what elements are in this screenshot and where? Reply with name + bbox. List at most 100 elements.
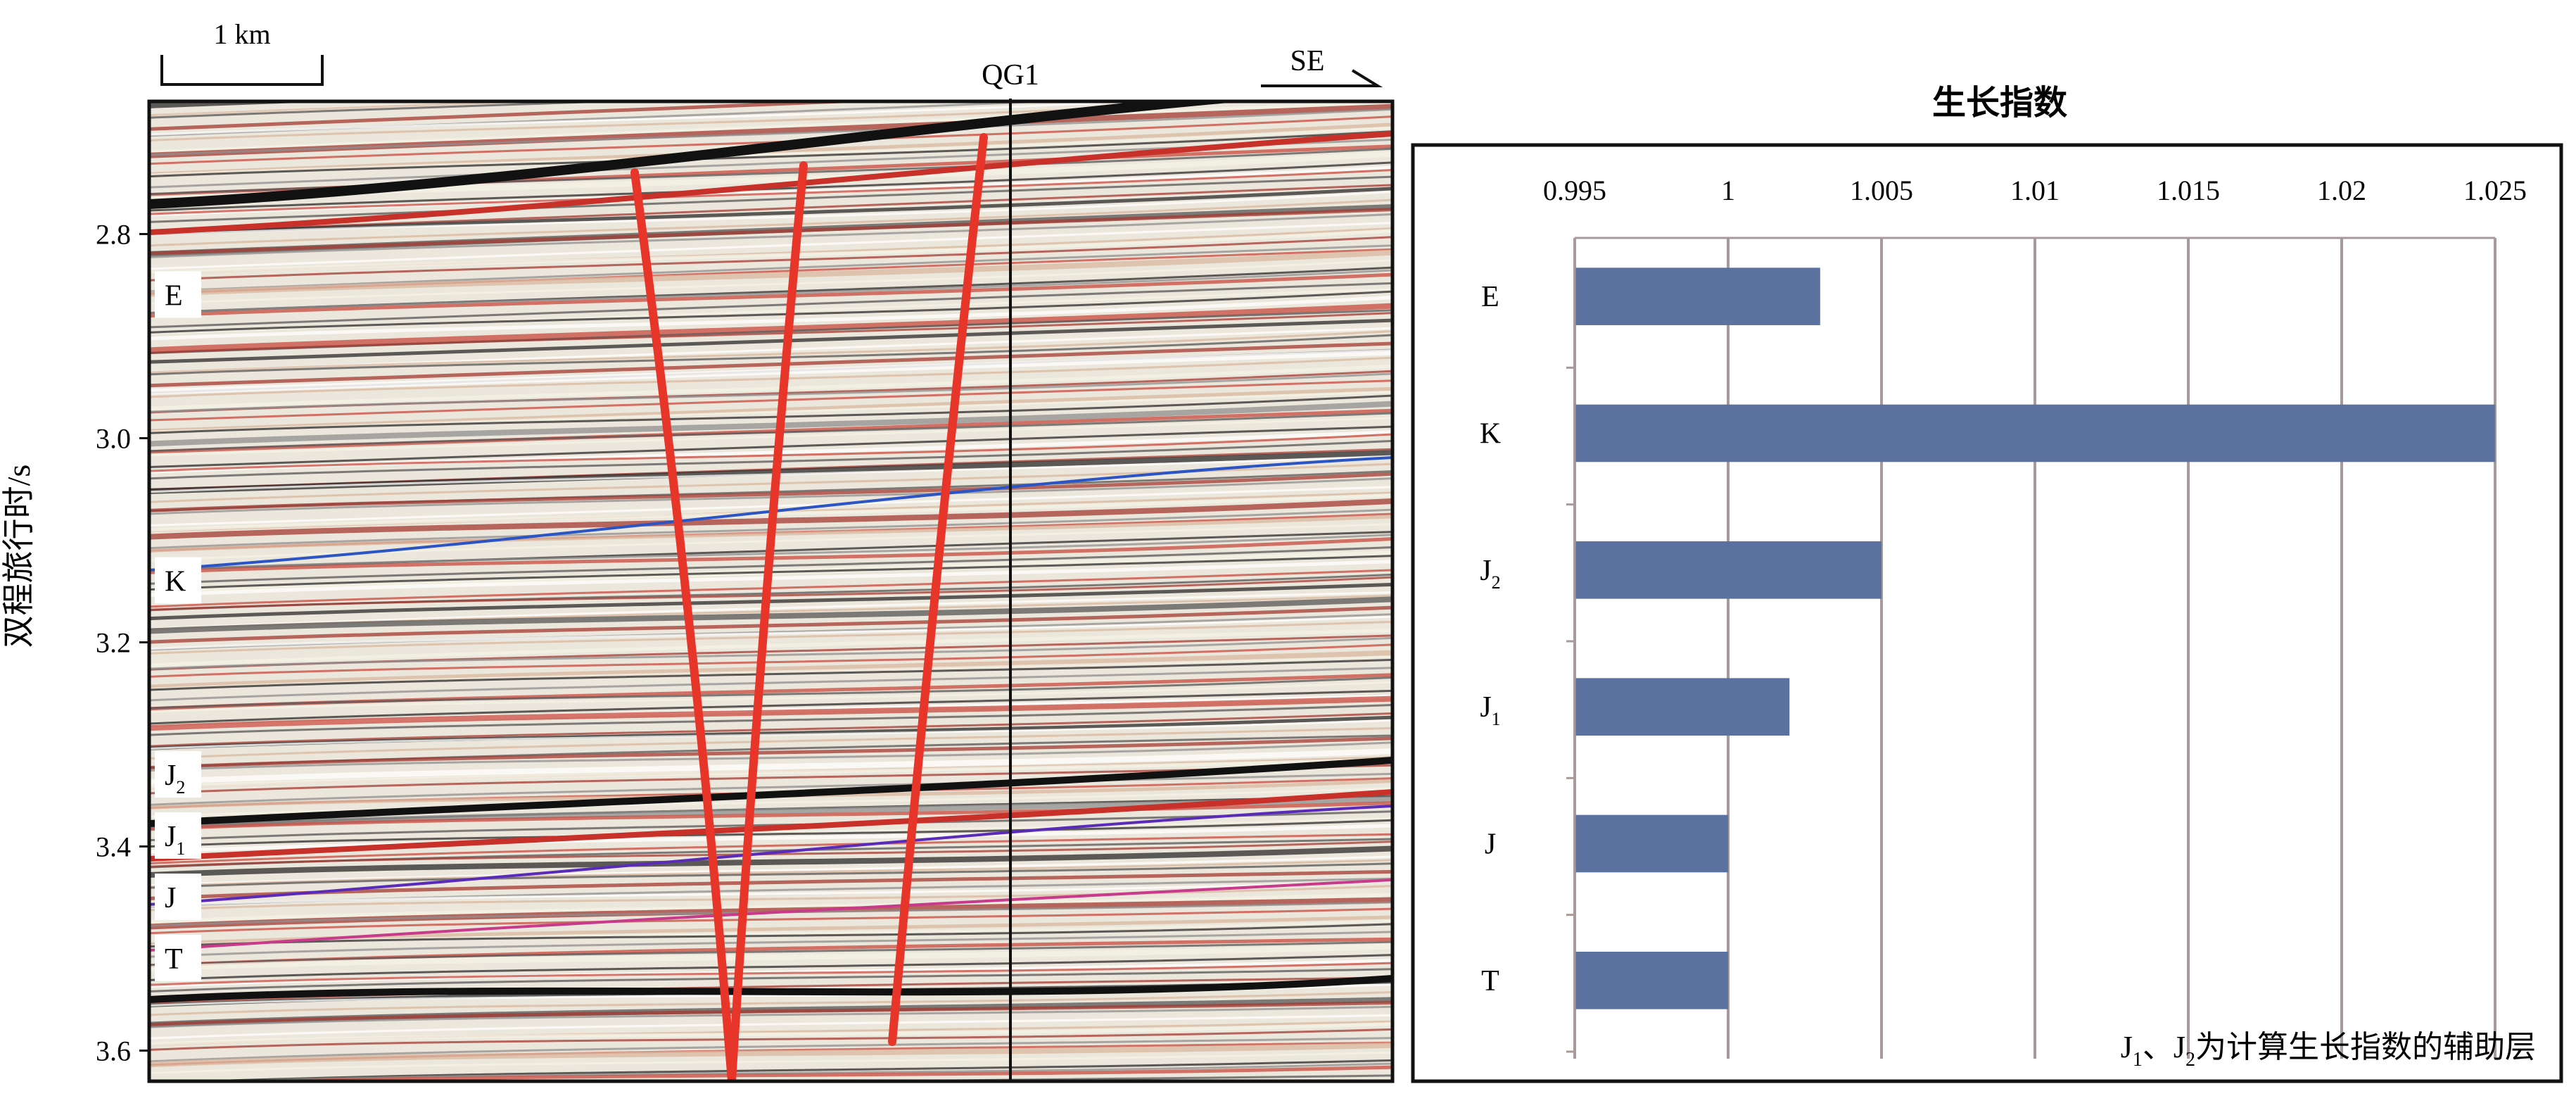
reflection-stripe <box>149 101 341 108</box>
bar-J1 <box>1575 678 1790 736</box>
reflection-stripe <box>149 1021 1392 1047</box>
fault-line <box>728 161 808 1081</box>
reflection-stripe <box>149 208 1392 256</box>
reflection-stripe <box>149 1042 1392 1068</box>
reflection-stripe <box>149 695 1392 731</box>
reflection-stripe <box>149 741 1392 772</box>
reflection-stripe <box>149 576 1392 611</box>
direction-indicator: SE <box>1261 45 1383 87</box>
x-tick-label: 1.01 <box>2010 175 2060 206</box>
category-label: J2 <box>1480 555 1500 593</box>
reflection-stripe <box>149 412 1392 453</box>
reflection-stripe <box>149 364 1392 410</box>
reflection-stripe <box>149 101 1244 209</box>
reflection-stripe <box>149 1090 1392 1096</box>
reflection-stripe <box>149 615 1392 650</box>
horizon-labels: E K J2 J1 JT <box>155 271 201 981</box>
reflection-stripe <box>149 1082 1392 1096</box>
horizon-label-box <box>155 812 201 859</box>
reflection-stripe <box>149 704 1392 736</box>
reflection-stripe <box>149 391 1392 433</box>
reflection-stripe <box>149 455 1392 493</box>
bar-J <box>1575 814 1728 873</box>
reflection-stripe <box>149 748 1392 785</box>
growth-index-chart: 生长指数 0.995 1 1.005 1.01 1.015 1.02 1.025 E K J2 J… <box>1411 84 2563 1083</box>
chart-title: 生长指数 <box>1932 84 2067 122</box>
reflection-stripe <box>149 810 1392 842</box>
direction-arrow <box>1261 69 1383 87</box>
reflection-stripe <box>149 472 1392 512</box>
reflection-stripe <box>149 213 1392 258</box>
reflection-stripe <box>149 833 1392 864</box>
reflection-stripe <box>149 184 1392 234</box>
reflection-stripe <box>149 1037 1392 1063</box>
reflection-stripe <box>149 1051 1392 1075</box>
reflection-stripe <box>149 1014 1392 1040</box>
reflection-stripe <box>149 290 1392 334</box>
reflection-stripe <box>149 736 1392 770</box>
scale-bar-label: 1 km <box>213 18 270 50</box>
reflection-stripe <box>149 1001 1392 1027</box>
x-tick-label: 1 <box>1721 175 1735 206</box>
reflection-stripe <box>149 330 1392 374</box>
reflection-stripe <box>149 101 557 117</box>
bar-E <box>1575 267 1820 325</box>
reflection-stripe <box>149 719 1392 750</box>
reflection-stripe <box>791 1074 1392 1081</box>
reflection-stripe <box>149 845 1392 878</box>
horizon-label-box <box>155 935 201 981</box>
x-tick-label: 1.025 <box>2463 175 2527 206</box>
reflection-stripe <box>149 636 1392 670</box>
reflection-stripe <box>149 658 1392 691</box>
reflection-stripe <box>149 596 1392 634</box>
reflection-stripe <box>149 555 1392 591</box>
reflection-stripe <box>149 356 1392 398</box>
reflection-stripe <box>149 655 1392 691</box>
x-tick-label: 1.005 <box>1850 175 1913 206</box>
reflection-stripe <box>149 560 1392 597</box>
horizon-label: K <box>165 566 186 598</box>
reflection-stripe <box>149 229 1392 275</box>
reflection-stripe <box>149 855 1392 887</box>
y-tick-label: 3.4 <box>96 831 131 863</box>
reflection-stripe <box>149 448 1392 491</box>
chart-bars <box>1575 267 2495 1009</box>
horizon-label-box <box>155 271 201 318</box>
reflection-stripe <box>149 169 1392 215</box>
reflection-stripe <box>149 569 1392 608</box>
horizon-label: T <box>165 943 183 976</box>
reflection-stripe <box>149 726 1392 760</box>
reflection-stripe <box>149 536 1392 574</box>
reflection-stripe <box>149 269 1392 314</box>
reflection-stripe <box>149 643 1392 678</box>
reflection-stripe <box>149 772 1392 806</box>
reflection-stripe <box>149 249 1392 297</box>
reflection-stripe <box>149 859 1392 888</box>
reflection-stripe <box>149 523 1392 562</box>
reflection-stripe <box>149 819 1392 848</box>
reflection-stripe <box>149 789 1392 862</box>
x-tick-label: 1.02 <box>2317 175 2366 206</box>
reflection-stripe <box>149 1005 1392 1028</box>
horizon-label-box <box>155 874 201 920</box>
direction-label: SE <box>1290 45 1324 77</box>
y-tick-label: 3.2 <box>96 627 131 659</box>
chart-x-axis: 0.995 1 1.005 1.01 1.015 1.02 1.025 <box>1543 175 2527 239</box>
reflection-stripe <box>149 991 1392 1016</box>
reflection-stripe <box>149 515 1392 553</box>
reflection-stripe <box>149 620 1392 655</box>
reflection-stripe <box>149 187 1392 237</box>
reflection-stripe <box>149 681 1392 713</box>
horizon-label: J1 <box>165 821 185 859</box>
reflection-stripe <box>149 508 1392 550</box>
reflection-stripe <box>149 1085 1392 1096</box>
reflection-stripe <box>149 401 1392 447</box>
category-label: T <box>1481 965 1499 997</box>
reflection-stripe <box>149 880 1392 907</box>
reflection-stripe <box>149 318 1392 364</box>
horizon-line <box>149 805 1392 906</box>
reflection-stripe <box>149 676 1392 710</box>
reflection-stripe <box>149 439 1392 480</box>
horizon-label-box <box>155 557 201 604</box>
reflection-stripe <box>149 341 1392 388</box>
